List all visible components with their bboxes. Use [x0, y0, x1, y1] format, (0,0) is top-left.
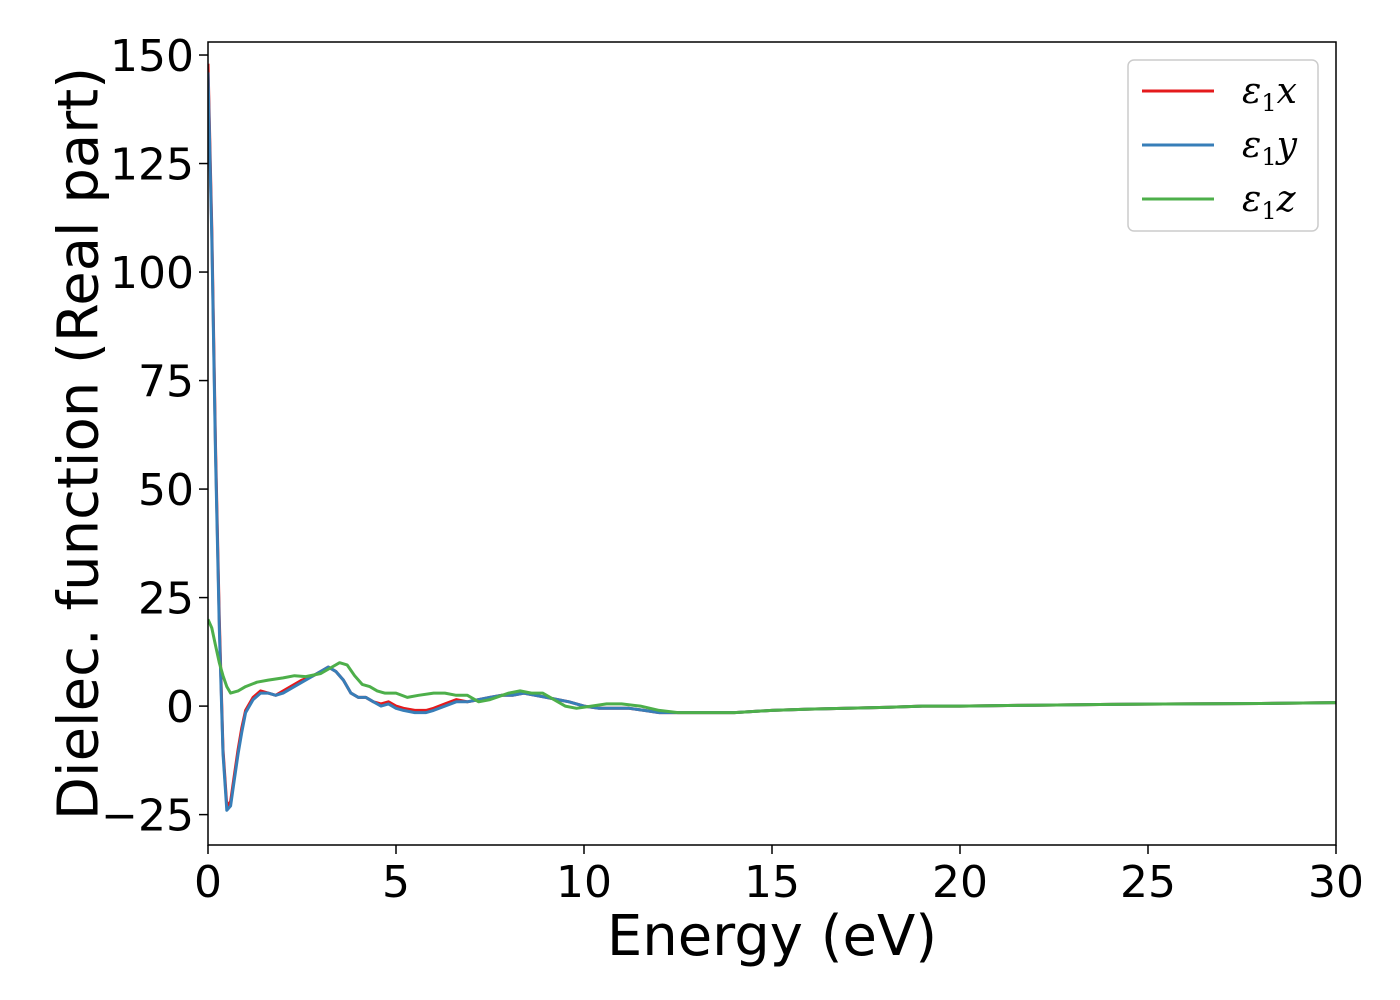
x-tick-label: 20: [932, 857, 988, 908]
y-tick-label: 0: [166, 682, 194, 733]
legend-label-y: ε1y: [1242, 125, 1298, 171]
y-tick-label: 75: [138, 357, 194, 408]
legend-box: [1127, 59, 1319, 232]
legend-subscript: 1: [1261, 197, 1276, 225]
legend-label-x: ε1x: [1242, 71, 1297, 117]
legend-variable: x: [1277, 71, 1297, 112]
y-tick-label: 125: [110, 140, 194, 191]
x-axis-label: Energy (eV): [607, 904, 937, 969]
series-layer: [208, 63, 1336, 812]
x-tick-label: 15: [744, 857, 800, 908]
y-tick-label: 100: [110, 248, 194, 299]
legend-subscript: 1: [1261, 89, 1276, 117]
legend-symbol: ε: [1242, 179, 1261, 220]
y-axis-label: Dielec. function (Real part): [47, 67, 112, 820]
legend-label-z: ε1z: [1242, 179, 1297, 225]
y-tick-label: −25: [101, 791, 194, 842]
legend-symbol: ε: [1242, 71, 1261, 112]
series-line-z: [208, 618, 1336, 715]
y-tick-label: 150: [110, 31, 194, 82]
y-tick-label: 50: [138, 465, 194, 516]
legend-subscript: 1: [1261, 143, 1276, 171]
y-tick-label: 25: [138, 574, 194, 625]
legend-symbol: ε: [1242, 125, 1261, 166]
legend-variable: z: [1276, 179, 1297, 220]
x-tick-label: 25: [1120, 857, 1176, 908]
x-tick-label: 30: [1308, 857, 1364, 908]
legend-variable: y: [1275, 125, 1298, 166]
x-tick-label: 0: [194, 857, 222, 908]
x-tick-label: 10: [556, 857, 612, 908]
x-tick-label: 5: [382, 857, 410, 908]
